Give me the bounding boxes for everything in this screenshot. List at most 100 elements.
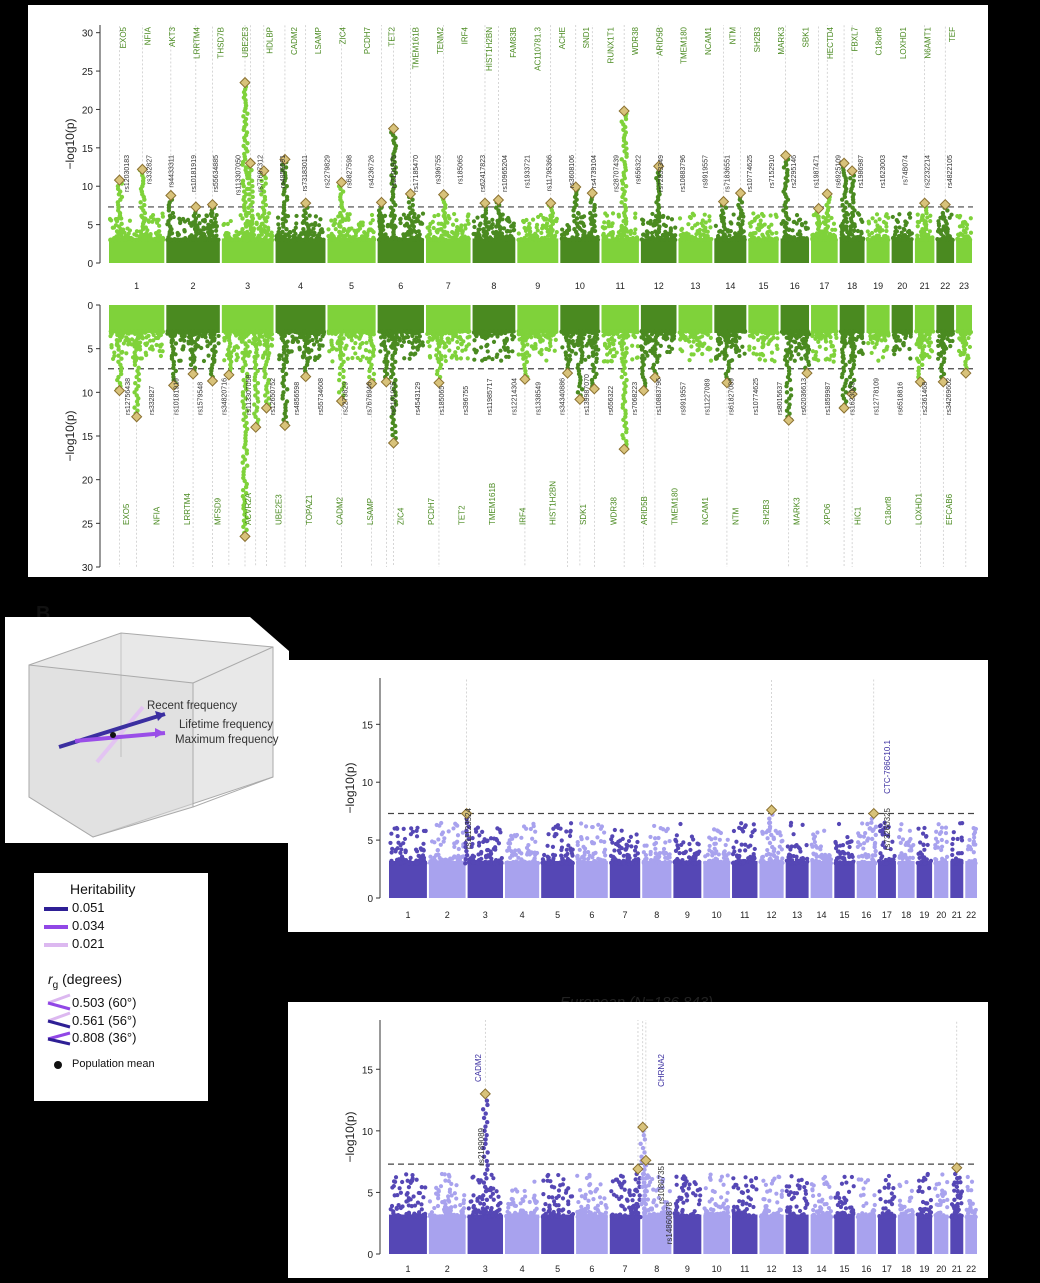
- snp-label: rs4433311: [169, 155, 176, 188]
- snp-label: rs4856591: [280, 155, 287, 188]
- snp-point: [667, 345, 671, 349]
- snp-label: rs6925109: [836, 155, 843, 188]
- snp-point: [202, 359, 206, 363]
- snp-point: [363, 234, 367, 238]
- snp-point: [907, 229, 911, 233]
- snp-point: [615, 332, 619, 336]
- snp-point: [814, 350, 818, 354]
- snp-point: [917, 220, 921, 224]
- snp-point: [602, 235, 606, 239]
- snp-point: [584, 343, 588, 347]
- snp-point: [345, 232, 349, 236]
- snp-point: [832, 360, 836, 364]
- snp-point: [236, 355, 240, 359]
- snp-point: [823, 337, 827, 341]
- chr-label: 15: [758, 281, 768, 291]
- snp-point: [644, 234, 648, 238]
- snp-point: [962, 229, 966, 233]
- chr-band-18: [840, 238, 865, 263]
- snp-point: [905, 329, 909, 333]
- snp-point: [544, 358, 548, 362]
- snp-point: [687, 236, 691, 240]
- peak-point: [847, 203, 851, 207]
- chr-label: 9: [535, 281, 540, 291]
- lead-snp-marker: [377, 197, 387, 207]
- peak-point: [170, 338, 174, 342]
- snp-point: [692, 336, 696, 340]
- snp-point: [319, 338, 323, 342]
- snp-point: [825, 357, 829, 361]
- snp-point: [966, 336, 970, 340]
- snp-point: [317, 347, 321, 351]
- snp-point: [487, 355, 491, 359]
- chr-band-4: [276, 238, 326, 263]
- snp-point: [463, 235, 467, 239]
- gene-label: TEF: [948, 27, 957, 42]
- snp-point: [796, 329, 800, 333]
- snp-point: [761, 214, 765, 218]
- snp-point: [902, 227, 906, 231]
- snp-point: [896, 338, 900, 342]
- peak-point: [212, 338, 216, 342]
- snp-point: [708, 329, 712, 333]
- snp-point: [178, 219, 182, 223]
- snp-point: [909, 334, 913, 338]
- snp-point: [123, 339, 127, 343]
- chr-band-2: [166, 238, 220, 263]
- snp-point: [233, 345, 237, 349]
- snp-point: [182, 228, 186, 232]
- snp-point: [602, 329, 606, 333]
- snp-point: [856, 211, 860, 215]
- chr-band-16: [781, 238, 809, 263]
- snp-point: [742, 329, 746, 333]
- snp-point: [277, 353, 281, 357]
- snp-point: [772, 359, 776, 363]
- peak-point: [280, 369, 284, 373]
- chr-band-4: [276, 305, 326, 333]
- snp-point: [505, 237, 509, 241]
- snp-point: [207, 353, 211, 357]
- snp-label: rs10965204: [502, 155, 509, 192]
- snp-label: rs9919557: [702, 155, 709, 188]
- chr-band-21: [915, 305, 934, 333]
- snp-point: [664, 337, 668, 341]
- snp-point: [202, 232, 206, 236]
- snp-point: [539, 231, 543, 235]
- snp-point: [630, 357, 634, 361]
- chr-band-13: [679, 238, 713, 263]
- snp-label: rs73183011: [302, 155, 309, 192]
- snp-label: rs2279829: [324, 155, 331, 188]
- snp-point: [111, 357, 115, 361]
- snp-point: [874, 219, 878, 223]
- snp-point: [408, 357, 412, 361]
- gene-label: WDR38: [631, 26, 640, 55]
- snp-point: [968, 345, 972, 349]
- snp-point: [714, 355, 718, 359]
- snp-point: [703, 234, 707, 238]
- gene-label: LSAMP: [314, 27, 323, 54]
- gene-label: AKT3: [168, 26, 177, 47]
- snp-point: [444, 359, 448, 363]
- snp-point: [665, 232, 669, 236]
- snp-label: rs10774625: [747, 155, 754, 192]
- snp-point: [503, 341, 507, 345]
- snp-point: [148, 339, 152, 343]
- snp-point: [510, 349, 514, 353]
- snp-point: [230, 237, 234, 241]
- snp-point: [927, 355, 931, 359]
- snp-point: [473, 329, 477, 333]
- snp-point: [358, 346, 362, 350]
- snp-point: [331, 346, 335, 350]
- snp-point: [216, 341, 220, 345]
- snp-point: [378, 349, 382, 353]
- gene-label: AC110781.3: [534, 26, 543, 70]
- snp-point: [650, 212, 654, 216]
- snp-label: rs6827598: [346, 155, 353, 188]
- snp-point: [903, 336, 907, 340]
- gene-label: TMEM161B: [412, 27, 421, 69]
- snp-point: [223, 336, 227, 340]
- snp-point: [678, 216, 682, 220]
- peak-point: [250, 208, 254, 212]
- snp-point: [897, 234, 901, 238]
- snp-point: [868, 334, 872, 338]
